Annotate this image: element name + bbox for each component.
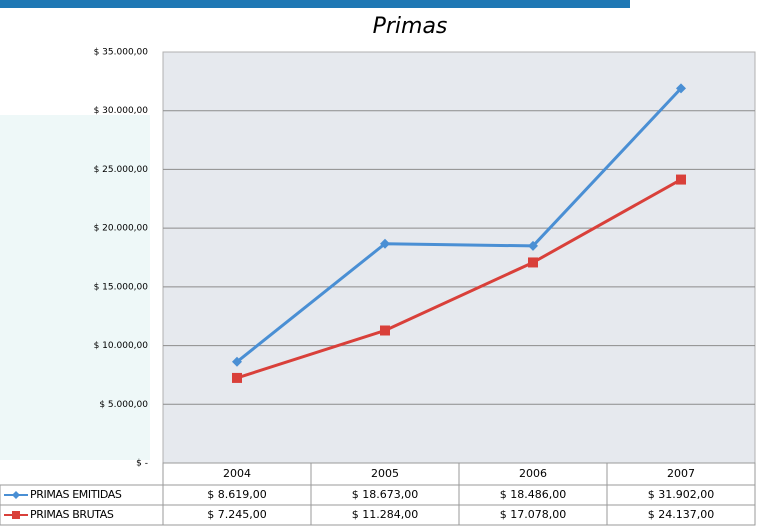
series-line: [236, 87, 683, 363]
series-line: [236, 178, 682, 380]
chart-title: Primas: [373, 14, 448, 39]
legend-marker: [12, 511, 20, 519]
y-tick-label: $ 20.000,00: [94, 224, 149, 234]
table-value: $ 11.284,00: [352, 508, 418, 521]
x-tick-label: 2007: [667, 467, 695, 480]
data-point: [528, 257, 538, 268]
y-tick-label: $ -: [136, 459, 148, 469]
x-tick-label: 2005: [371, 467, 399, 480]
plot-area: [162, 51, 756, 464]
table-value: $ 7.245,00: [207, 508, 266, 521]
y-tick-label: $ 35.000,00: [94, 48, 149, 58]
data-point: [676, 83, 686, 94]
x-tick-label: 2004: [223, 467, 251, 480]
y-tick-label: $ 5.000,00: [99, 400, 148, 410]
y-tick-label: $ 10.000,00: [94, 341, 149, 351]
data-point: [232, 372, 242, 383]
data-point: [380, 238, 390, 249]
data-point: [232, 356, 242, 367]
table-value: $ 18.486,00: [500, 488, 566, 501]
y-tick-label: $ 15.000,00: [94, 282, 149, 292]
legend-label: PRIMAS BRUTAS: [30, 508, 114, 521]
data-point: [528, 240, 538, 251]
table-value: $ 31.902,00: [648, 488, 714, 501]
legend-marker: [12, 491, 20, 499]
top-bar: [0, 0, 630, 8]
legend-label: PRIMAS EMITIDAS: [30, 488, 122, 501]
x-tick-label: 2006: [519, 467, 547, 480]
data-point: [676, 174, 686, 185]
table-value: $ 24.137,00: [648, 508, 714, 521]
table-cell: [606, 504, 756, 526]
data-point: [380, 325, 390, 336]
table-value: $ 18.673,00: [352, 488, 418, 501]
side-panel: [0, 115, 150, 460]
table-value: $ 17.078,00: [500, 508, 566, 521]
table-cell: [0, 504, 164, 526]
table-value: $ 8.619,00: [207, 488, 266, 501]
y-tick-label: $ 30.000,00: [94, 106, 149, 116]
y-tick-label: $ 25.000,00: [94, 165, 149, 175]
